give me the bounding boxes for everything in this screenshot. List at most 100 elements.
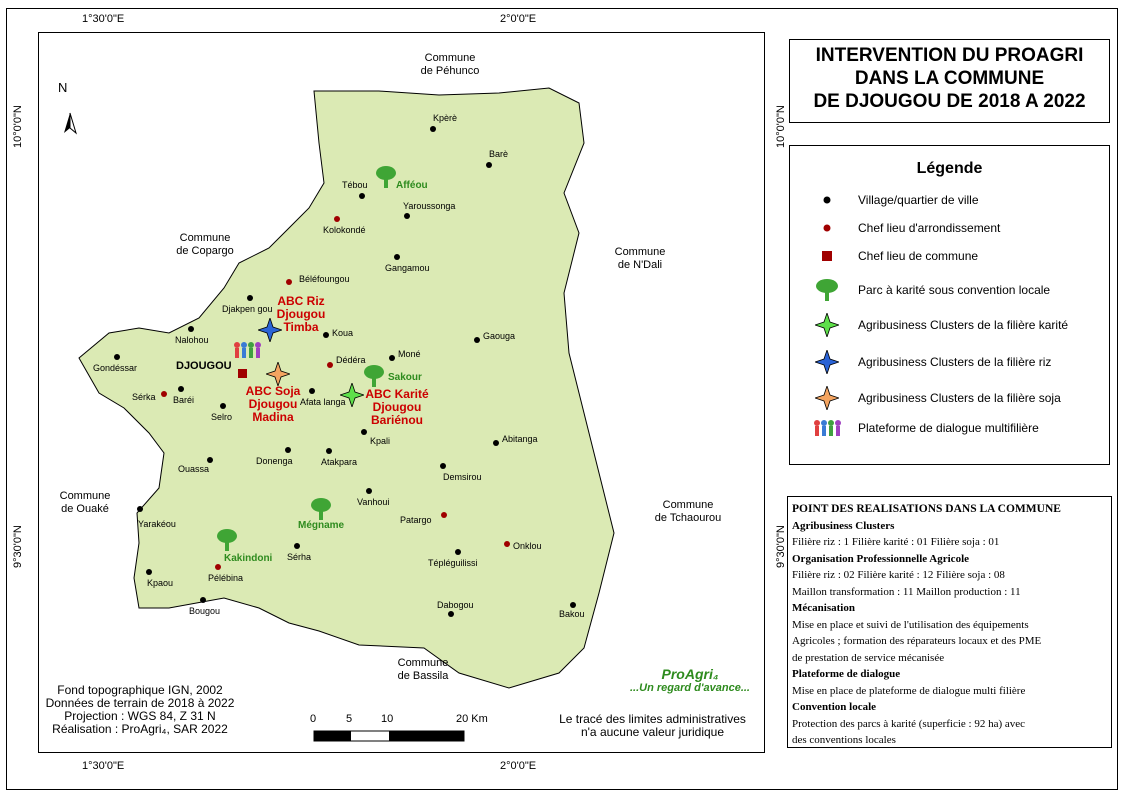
disclaimer: Le tracé des limites administratives n'a… [545, 713, 760, 739]
legend-item-karite: Agribusiness Clusters de la filière kari… [810, 312, 1068, 338]
proagri-logo: ProAgri₄ ...Un regard d'avance... [620, 666, 760, 694]
arrondissement-dot-icon [810, 215, 844, 241]
orange-star-icon [810, 385, 844, 411]
realisations-heading: Convention locale [792, 701, 877, 713]
legend-item-arrondissement: Chef lieu d'arrondissement [810, 215, 1000, 241]
disclaimer-line: n'a aucune valeur juridique [580, 725, 725, 739]
commune-tchaourou: Commune de Tchaourou [654, 499, 722, 524]
logo-name: ProAgri₄ [661, 666, 719, 682]
realisations-lines: Agribusiness Clusters Filière riz : 1 Fil… [792, 518, 1107, 749]
credit-line: Projection : WGS 84, Z 31 N [64, 709, 216, 723]
realisations-line: des conventions locales [792, 734, 896, 746]
title-line: INTERVENTION DU PROAGRI [815, 45, 1084, 66]
coord-left-bottom: 9°30'0"N [12, 525, 24, 568]
djougou-commune-boundary [78, 87, 615, 689]
title-line: DANS LA COMMUNE [854, 68, 1045, 89]
scale-bar [313, 730, 465, 742]
green-star-icon [810, 312, 844, 338]
park-label-sakour: Sakour [388, 372, 422, 383]
park-tree-icon [216, 528, 238, 557]
legend-item-village: Village/quartier de ville [810, 187, 979, 213]
realisations-heading: Organisation Professionnelle Agricole [792, 552, 970, 565]
village-dot-icon [810, 187, 844, 213]
legend-label: Agribusiness Clusters de la filière kari… [858, 318, 1069, 332]
park-label-megname: Mégname [298, 520, 345, 531]
blue-star-icon [810, 349, 844, 375]
park-tree-icon [375, 165, 397, 194]
coord-right-bottom: 9°30'0"N [775, 525, 787, 568]
park-tree-icon [363, 364, 385, 393]
commune-ouake: Commune de Ouaké [59, 490, 111, 515]
scale-label: 0 [310, 713, 317, 725]
people-icon [232, 340, 262, 365]
cluster-karite-label: ABC Karité Djougou Bariénou [365, 387, 429, 427]
realisations-line: de prestation de service mécanisée [792, 651, 945, 664]
scale-label: 5 [346, 713, 353, 725]
legend-title: Légende [916, 160, 983, 177]
legend-label: Chef lieu de commune [858, 249, 979, 263]
realisations-line: Filière riz : 02 Filière karité : 12 Fil… [792, 569, 1005, 581]
legend-label: Plateforme de dialogue multifilière [858, 421, 1039, 435]
legend-label: Chef lieu d'arrondissement [858, 221, 1001, 235]
realisations-line: Maillon transformation : 11 Maillon prod… [792, 585, 1021, 598]
coord-top-right: 2°0'0"E [500, 13, 537, 25]
legend-item-soja: Agribusiness Clusters de la filière soja [810, 385, 1061, 411]
logo-slogan: ...Un regard d'avance... [630, 682, 750, 694]
title-box: INTERVENTION DU PROAGRI DANS LA COMMUNE … [789, 39, 1110, 123]
title-line: DE DJOUGOU DE 2018 A 2022 [813, 91, 1086, 112]
legend-box: Légende Village/quartier de ville Chef l… [789, 145, 1110, 465]
commune-bassila: Commune de Bassila [397, 657, 449, 682]
scale-label: 10 [381, 713, 394, 725]
legend-label: Agribusiness Clusters de la filière soja [858, 391, 1061, 405]
realisations-heading: Agribusiness Clusters [792, 519, 895, 532]
scale-label: 20 Km [456, 713, 488, 725]
credits: Fond topographique IGN, 2002 Données de … [40, 684, 240, 736]
legend-label: Village/quartier de ville [858, 193, 979, 207]
credit-line: Réalisation : ProAgri₄, SAR 2022 [52, 722, 228, 736]
legend-item-park: Parc à karité sous convention locale [810, 277, 1050, 303]
coord-top-left: 1°30'0"E [82, 13, 125, 25]
map-frame [38, 32, 765, 753]
realisations-line: Filière riz : 1 Filière karité : 01 Fili… [792, 536, 1000, 548]
coord-right-top: 10°0'0"N [775, 105, 787, 148]
commune-pehunco: Commune de Péhunco [420, 52, 480, 77]
legend-label: Agribusiness Clusters de la filière riz [858, 355, 1052, 369]
town-djougou: DJOUGOU [176, 360, 232, 372]
people-icon [810, 415, 844, 441]
cluster-soja-star-icon [264, 360, 292, 391]
realisations-line: Protection des parcs à karité (superfici… [792, 717, 1026, 730]
park-label-affeou: Afféou [396, 180, 428, 191]
coord-bottom-right: 2°0'0"E [500, 760, 537, 772]
commune-copargo: Commune de Copargo [176, 232, 234, 257]
park-label-kakindoni: Kakindoni [224, 553, 273, 564]
coord-left-top: 10°0'0"N [12, 105, 24, 148]
commune-square-icon [238, 369, 247, 378]
realisations-line: Mise en place et suivi de l'utilisation … [792, 618, 1029, 631]
north-arrow-icon [64, 112, 77, 135]
credit-line: Données de terrain de 2018 à 2022 [45, 696, 235, 710]
legend-item-platform: Plateforme de dialogue multifilière [810, 415, 1039, 441]
cluster-karite-star-icon [338, 381, 366, 412]
cluster-riz-label: ABC Riz Djougou Timba [276, 294, 326, 334]
realisations-box: POINT DES REALISATIONS DANS LA COMMUNE A… [787, 496, 1112, 748]
cluster-riz-star-icon [256, 316, 284, 347]
legend-item-riz: Agribusiness Clusters de la filière riz [810, 349, 1051, 375]
legend-item-commune: Chef lieu de commune [810, 243, 978, 269]
tree-icon [810, 277, 844, 303]
map-canvas [64, 87, 615, 742]
legend-label: Parc à karité sous convention locale [858, 283, 1051, 297]
park-tree-icon [310, 497, 332, 526]
realisations-heading: Mécanisation [792, 602, 855, 614]
disclaimer-line: Le tracé des limites administratives [559, 712, 746, 726]
coord-bottom-left: 1°30'0"E [82, 760, 125, 772]
realisations-line: Agricoles ; formation des réparateurs lo… [792, 635, 1042, 647]
realisations-title: POINT DES REALISATIONS DANS LA COMMUNE [792, 503, 1061, 515]
commune-square-icon [810, 243, 844, 269]
cluster-soja-label: ABC Soja Djougou Madina [245, 384, 301, 424]
north-label: N [58, 80, 68, 95]
realisations-heading: Plateforme de dialogue [792, 668, 901, 680]
credit-line: Fond topographique IGN, 2002 [57, 683, 223, 697]
commune-ndali: Commune de N'Dali [614, 246, 666, 271]
map-title: INTERVENTION DU PROAGRI DANS LA COMMUNE … [790, 44, 1109, 113]
realisations-line: Mise en place de plateforme de dialogue … [792, 684, 1026, 697]
